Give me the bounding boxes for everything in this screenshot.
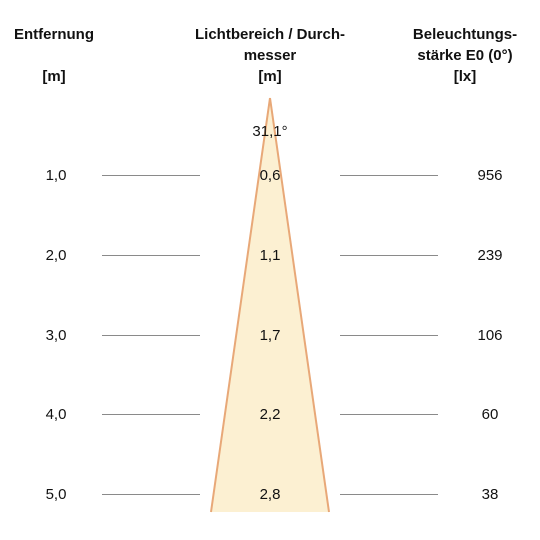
diameter-value: 2,8 (259, 486, 281, 503)
diameter-header-line1: Lichtbereich / Durch- (194, 26, 346, 43)
diameter-value: 0,6 (259, 167, 281, 184)
guide-line-left (102, 494, 200, 495)
distance-unit: [m] (42, 68, 66, 85)
diameter-unit: [m] (258, 68, 282, 85)
distance-value: 1,0 (45, 167, 67, 184)
guide-line-right (340, 255, 438, 256)
illuminance-value: 106 (477, 327, 503, 344)
guide-line-left (102, 175, 200, 176)
light-cone (211, 98, 329, 512)
beam-angle-label: 31,1° (252, 123, 288, 140)
illuminance-header-line1: Beleuchtungs- (412, 26, 518, 43)
illuminance-value: 239 (477, 247, 503, 264)
illuminance-value: 60 (481, 406, 499, 423)
diameter-header-line2: messer (243, 47, 297, 64)
guide-line-left (102, 414, 200, 415)
guide-line-right (340, 494, 438, 495)
guide-line-left (102, 335, 200, 336)
light-cone-edge-right (269, 97, 330, 513)
illuminance-header: Beleuchtungs- stärke E0 (0°) (390, 24, 540, 66)
row-1: 1,0 0,6 956 (0, 164, 540, 188)
row-2: 2,0 1,1 239 (0, 244, 540, 268)
diameter-header: Lichtbereich / Durch- messer [m] (170, 24, 370, 87)
distance-header: Entfernung (0, 24, 108, 45)
distance-value: 4,0 (45, 406, 67, 423)
distance-value: 3,0 (45, 327, 67, 344)
diameter-value: 2,2 (259, 406, 281, 423)
row-3: 3,0 1,7 106 (0, 324, 540, 348)
guide-line-left (102, 255, 200, 256)
light-cone-edge-left (210, 97, 271, 513)
illuminance-header-line2: stärke E0 (0°) (417, 47, 513, 64)
illuminance-value: 38 (481, 486, 499, 503)
row-4: 4,0 2,2 60 (0, 403, 540, 427)
diameter-value: 1,7 (259, 327, 281, 344)
distance-value: 5,0 (45, 486, 67, 503)
guide-line-right (340, 335, 438, 336)
distance-value: 2,0 (45, 247, 67, 264)
row-5: 5,0 2,8 38 (0, 483, 540, 507)
illuminance-value: 956 (477, 167, 503, 184)
guide-line-right (340, 414, 438, 415)
illuminance-unit: [lx] (453, 68, 477, 85)
guide-line-right (340, 175, 438, 176)
distance-header-label: Entfernung (14, 26, 94, 43)
diameter-value: 1,1 (259, 247, 281, 264)
